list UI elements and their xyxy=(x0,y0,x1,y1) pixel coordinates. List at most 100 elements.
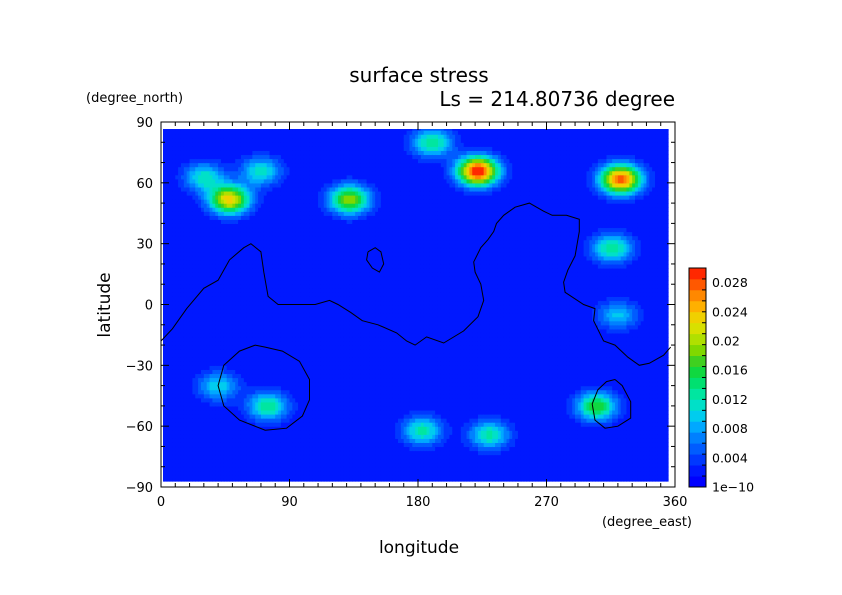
heat-cell xyxy=(169,454,174,460)
heat-cell xyxy=(180,446,185,452)
heat-cell xyxy=(206,369,211,375)
heat-cell xyxy=(178,142,182,147)
heat-cell xyxy=(163,158,168,164)
heat-cell xyxy=(183,365,188,370)
heat-cell xyxy=(183,129,188,131)
heat-cell xyxy=(203,138,208,143)
heat-cell xyxy=(189,207,194,212)
heat-cell xyxy=(163,401,168,407)
heat-cell xyxy=(166,365,171,370)
heat-cell xyxy=(200,247,205,253)
heat-cell xyxy=(189,409,194,415)
heat-cell xyxy=(166,450,171,456)
heat-cell xyxy=(163,186,165,192)
heat-cell xyxy=(169,308,174,314)
heat-cell xyxy=(203,369,208,375)
heat-cell xyxy=(206,345,211,350)
heat-cell xyxy=(166,357,171,362)
heat-cell xyxy=(198,247,202,253)
heat-cell xyxy=(192,146,196,151)
heat-cell xyxy=(198,211,202,216)
heat-cell xyxy=(163,320,168,326)
heat-cell xyxy=(195,130,199,135)
heat-cell xyxy=(189,182,194,188)
heat-cell xyxy=(172,251,176,257)
heat-cell xyxy=(203,361,208,366)
heat-cell xyxy=(195,247,199,253)
heat-cell xyxy=(183,296,188,302)
heat-cell xyxy=(206,478,211,482)
heat-cell xyxy=(169,357,174,362)
heat-cell xyxy=(192,324,196,330)
heat-cell xyxy=(180,336,185,342)
heat-cell xyxy=(163,223,165,229)
heat-cell xyxy=(163,251,168,257)
heat-cell xyxy=(186,474,191,480)
heat-cell xyxy=(195,434,199,439)
heat-cell xyxy=(200,466,205,472)
heat-cell xyxy=(163,190,165,196)
heat-cell xyxy=(175,129,179,131)
heat-cell xyxy=(189,129,194,131)
heat-cell xyxy=(169,247,174,253)
heat-cell xyxy=(180,162,185,168)
heat-cell xyxy=(198,365,202,370)
heat-cell xyxy=(203,430,208,435)
heat-cell xyxy=(189,154,194,160)
heat-cell xyxy=(163,170,168,176)
heat-cell xyxy=(172,320,176,326)
heat-cell xyxy=(200,166,205,172)
heat-cell xyxy=(166,146,171,151)
heat-cell xyxy=(178,280,182,285)
heat-cell xyxy=(186,377,191,383)
heat-cell xyxy=(169,259,174,265)
heat-cell xyxy=(192,405,196,411)
heat-cell xyxy=(206,365,211,370)
heat-cell xyxy=(180,454,185,460)
heat-cell xyxy=(166,235,171,241)
heat-cell xyxy=(195,320,199,326)
heat-cell xyxy=(200,458,205,464)
heat-cell xyxy=(180,227,185,233)
heat-cell xyxy=(175,247,179,253)
heat-cell xyxy=(195,409,199,415)
heat-cell xyxy=(200,377,205,383)
heat-cell xyxy=(195,332,199,338)
heat-cell xyxy=(200,251,205,257)
heat-cell xyxy=(172,130,176,135)
heat-cell xyxy=(166,385,171,391)
heat-cell xyxy=(178,199,182,204)
heat-cell xyxy=(180,377,185,383)
heat-cell xyxy=(180,219,185,224)
heat-cell xyxy=(195,357,199,362)
heat-cell xyxy=(172,239,176,245)
heat-cell xyxy=(163,284,165,289)
heat-cell xyxy=(183,223,188,229)
heat-cell xyxy=(175,341,179,346)
heat-cell xyxy=(169,442,174,448)
heat-cell xyxy=(180,389,185,395)
heat-cell xyxy=(200,130,205,135)
heat-cell xyxy=(189,422,194,427)
heat-cell xyxy=(172,405,176,411)
heat-cell xyxy=(166,349,171,354)
heat-cell xyxy=(195,190,199,196)
heat-cell xyxy=(200,186,205,192)
heat-cell xyxy=(195,182,199,188)
heat-cell xyxy=(178,292,182,297)
heat-cell xyxy=(203,243,208,249)
heat-cell xyxy=(163,349,168,354)
heat-cell xyxy=(189,243,194,249)
heat-cell xyxy=(163,405,165,411)
heat-cell xyxy=(189,215,194,220)
heat-cell xyxy=(172,361,176,366)
heat-cell xyxy=(163,268,168,273)
heat-cell xyxy=(189,434,194,439)
heat-cell xyxy=(195,385,199,391)
heat-cell xyxy=(189,312,194,318)
heat-cell xyxy=(189,414,194,419)
heat-cell xyxy=(200,146,205,151)
heat-cell xyxy=(189,170,194,176)
heat-cell xyxy=(200,357,205,362)
heat-cell xyxy=(183,138,188,143)
